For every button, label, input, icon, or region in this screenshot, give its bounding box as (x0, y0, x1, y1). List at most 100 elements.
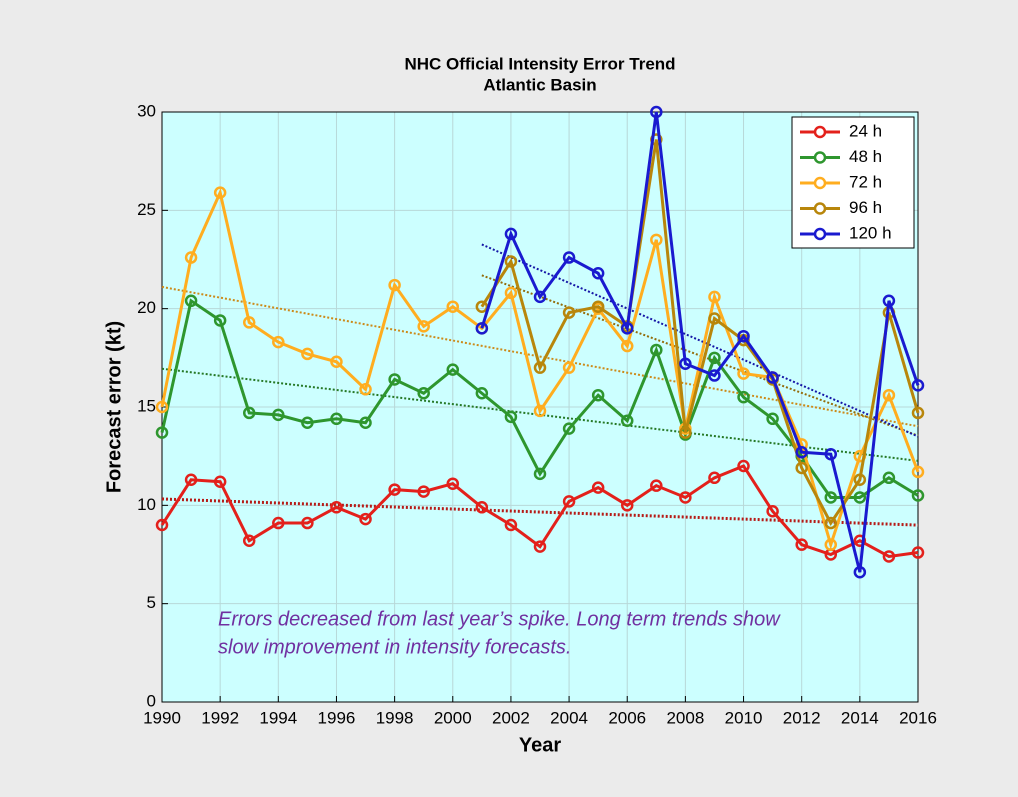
y-tick-label: 15 (137, 396, 156, 415)
legend-label: 48 h (849, 147, 882, 166)
legend-label: 96 h (849, 198, 882, 217)
data-point (853, 534, 867, 547)
data-point (708, 369, 721, 382)
data-point (446, 300, 460, 313)
data-point (766, 412, 779, 426)
legend-label: 24 h (849, 121, 882, 140)
data-point (737, 459, 750, 473)
data-point (737, 367, 750, 380)
data-point (504, 518, 518, 532)
data-point (155, 400, 169, 414)
data-point (650, 105, 663, 119)
series-line (160, 464, 919, 559)
data-point (591, 481, 605, 494)
data-point (446, 363, 460, 376)
data-point (882, 388, 896, 402)
trend-line (481, 243, 919, 438)
data-point (824, 447, 838, 461)
x-tick-label: 2008 (666, 708, 704, 727)
annotation: Errors decreased from last year’s spike.… (218, 608, 781, 630)
trend-line (481, 274, 919, 437)
data-point (795, 461, 808, 475)
data-point (620, 322, 634, 335)
series-line (480, 111, 920, 573)
trend-line (161, 285, 919, 428)
legend-marker (813, 227, 827, 241)
data-point (446, 477, 460, 490)
series-line (480, 139, 920, 526)
data-point (301, 516, 314, 530)
data-point (853, 565, 867, 579)
data-point (533, 361, 547, 374)
x-axis-label: Year (519, 734, 561, 756)
data-point (388, 373, 401, 386)
x-tick-label: 1990 (143, 708, 181, 727)
data-point (679, 491, 692, 504)
data-point (272, 516, 285, 530)
x-tick-label: 2000 (434, 708, 472, 727)
legend-marker (813, 202, 827, 215)
data-point (388, 483, 401, 496)
data-point (591, 300, 605, 313)
data-point (359, 383, 372, 396)
data-point (562, 251, 576, 264)
data-point (708, 290, 721, 304)
data-point (679, 357, 692, 370)
data-point (911, 406, 925, 420)
y-tick-label: 5 (147, 593, 156, 612)
data-point (562, 306, 576, 319)
y-tick-label: 30 (137, 101, 156, 120)
data-point (533, 290, 547, 304)
data-point (562, 361, 576, 374)
data-point (562, 422, 576, 435)
data-point (504, 286, 518, 300)
data-point (766, 371, 779, 384)
data-point (562, 495, 576, 508)
y-tick-label: 10 (137, 495, 156, 514)
data-point (533, 404, 547, 418)
legend-marker (813, 125, 827, 139)
data-point (330, 501, 343, 514)
data-point (417, 320, 430, 333)
y-tick-label: 0 (147, 691, 156, 710)
data-point (766, 504, 779, 518)
data-point (911, 546, 925, 559)
x-tick-label: 1992 (201, 708, 239, 727)
data-point (242, 534, 256, 547)
data-point (650, 343, 663, 357)
data-point (795, 445, 808, 459)
data-point (708, 312, 721, 325)
data-point (650, 479, 663, 492)
data-point (650, 233, 663, 247)
x-tick-label: 1996 (318, 708, 356, 727)
legend-label: 120 h (849, 223, 892, 242)
data-point (475, 300, 489, 313)
data-point (620, 414, 634, 428)
legend-marker (813, 176, 827, 190)
data-point (824, 516, 838, 530)
data-point (184, 251, 198, 264)
data-point (417, 485, 430, 498)
chart-subtitle: Atlantic Basin (483, 75, 596, 94)
data-point (708, 471, 721, 485)
data-point (475, 501, 489, 514)
data-point (591, 388, 605, 402)
data-point (882, 471, 896, 485)
data-point (795, 538, 808, 551)
data-point (853, 491, 867, 504)
data-point (679, 426, 692, 439)
data-point (504, 255, 518, 268)
data-point (184, 473, 198, 487)
data-point (911, 465, 925, 479)
data-point (911, 379, 925, 392)
annotation: slow improvement in intensity forecasts. (218, 636, 571, 658)
series-line (160, 187, 920, 550)
data-point (359, 416, 372, 429)
data-point (853, 473, 867, 487)
data-point (242, 406, 256, 420)
data-point (737, 329, 750, 343)
data-point (272, 335, 285, 349)
data-point (824, 538, 838, 551)
chart-title: NHC Official Intensity Error Trend (404, 54, 675, 73)
x-tick-label: 2002 (492, 708, 530, 727)
